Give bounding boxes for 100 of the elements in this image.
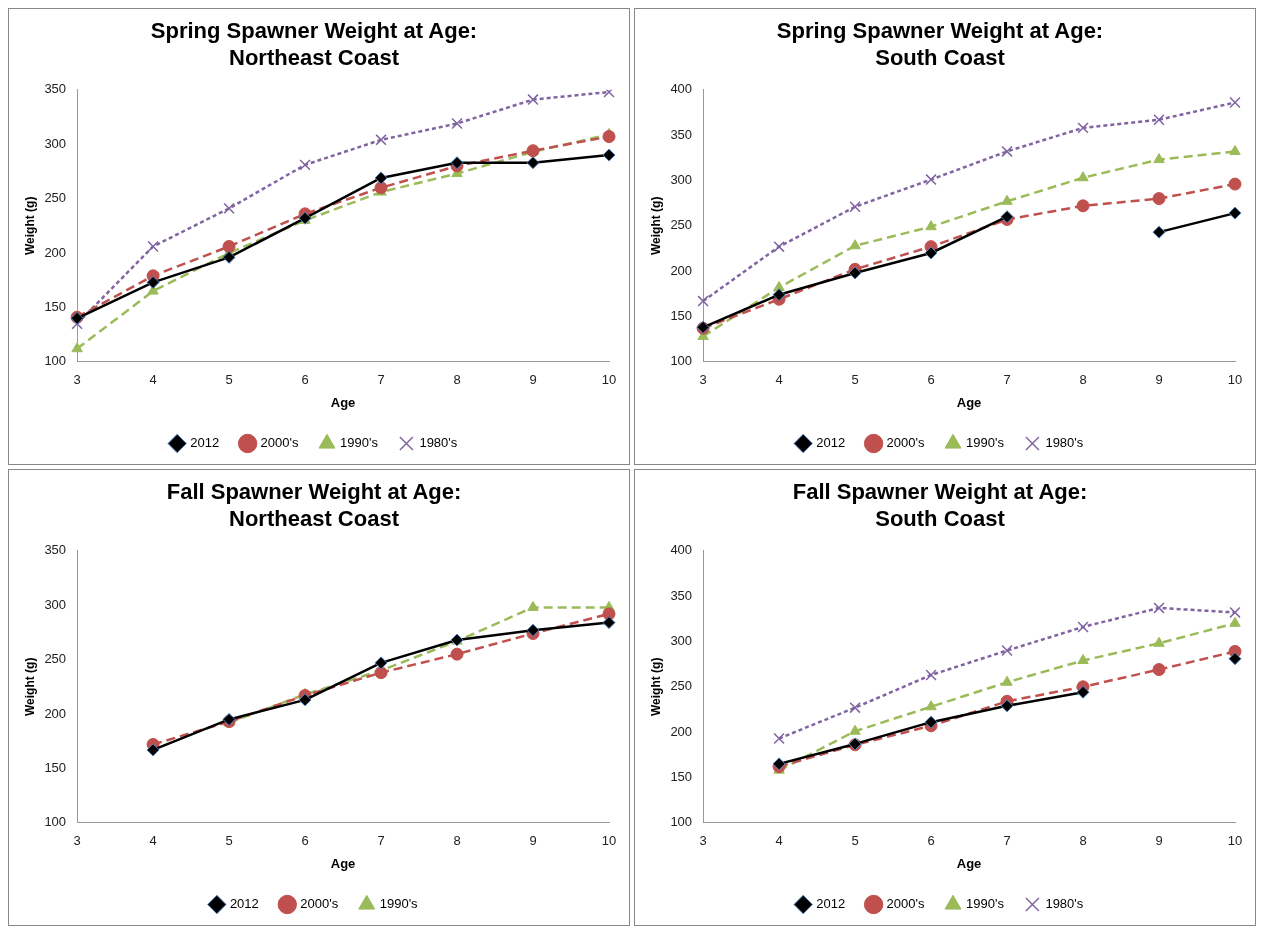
point [223,202,235,215]
point [374,171,388,185]
point [849,724,861,735]
y-tick-label: 250 [670,217,693,233]
point [1153,114,1165,126]
point [772,288,786,302]
x-tick-label: 3 [73,372,81,388]
x-tick-label: 10 [601,833,617,849]
y-axis-title: Weight (g) [22,196,37,256]
point [1228,652,1242,666]
point [1228,177,1242,191]
legend-label: 2000's [886,896,926,912]
point [1152,192,1166,206]
point [1229,144,1241,155]
point [925,220,937,231]
point [222,239,236,253]
legend-label: 2000's [886,435,926,451]
point [146,275,160,289]
point [1077,654,1089,665]
legend-label: 1980's [1045,435,1084,451]
x-tick-label: 9 [529,372,537,388]
point [526,156,540,170]
point [1228,206,1242,220]
x-tick-label: 4 [775,372,783,388]
chart-title: Spring Spawner Weight at Age: South Coast [776,18,1104,70]
chart-title: Fall Spawner Weight at Age: Northeast Coast [166,479,462,531]
y-tick-label: 300 [670,633,693,649]
point [1152,663,1166,677]
point [925,700,937,711]
x-tick-label: 5 [225,833,233,849]
y-tick-label: 350 [44,81,67,97]
point [697,295,709,307]
x-tick-label: 5 [851,372,859,388]
y-tick-label: 100 [670,353,693,369]
point [527,600,539,611]
point [848,266,862,280]
x-tick-label: 3 [699,833,707,849]
y-tick-label: 200 [670,723,693,739]
y-tick-label: 250 [670,678,693,694]
x-tick-label: 4 [149,372,157,388]
y-tick-label: 300 [670,172,693,188]
y-tick-label: 400 [670,542,693,558]
point [924,246,938,260]
point [1153,636,1165,647]
x-axis-title: Age [956,394,982,410]
point [773,732,785,745]
y-tick-label: 250 [44,651,67,667]
y-tick-label: 350 [44,542,67,558]
point [147,240,159,253]
legend-label: 1990's [340,435,379,451]
legend-label: 2000's [300,896,339,912]
point [1001,644,1013,657]
point [1077,171,1089,182]
x-axis-title: Age [956,855,982,871]
legend-label: 2012 [816,435,846,451]
y-tick-label: 100 [44,353,67,369]
x-tick-label: 6 [301,833,309,849]
point [849,239,861,250]
y-tick-label: 250 [44,190,67,206]
point [1001,675,1013,686]
x-tick-label: 9 [1155,833,1163,849]
point [527,93,539,106]
y-tick-label: 350 [670,126,693,142]
point [1153,602,1165,614]
legend-label: 1990's [379,896,419,912]
legend-label: 2012 [816,896,846,912]
x-tick-label: 8 [1079,372,1087,388]
point [849,701,861,714]
point [925,669,937,681]
y-axis-title: Weight (g) [22,657,37,717]
x-tick-label: 4 [149,833,157,849]
chart-title: Spring Spawner Weight at Age: Northeast Coast [150,18,478,70]
x-axis-title: Age [330,394,356,410]
point [451,117,463,130]
y-axis-title: Weight (g) [648,657,663,717]
point [603,89,615,98]
y-tick-label: 300 [44,596,67,612]
y-tick-label: 200 [44,705,67,721]
point [1229,616,1241,627]
x-tick-label: 7 [1003,372,1011,388]
legend-label: 2012 [229,896,259,912]
point [602,616,616,630]
point [1001,194,1013,205]
point [374,666,388,680]
x-tick-label: 3 [73,833,81,849]
point [1077,621,1089,633]
point [924,715,938,729]
x-tick-label: 4 [775,833,783,849]
point [602,148,616,162]
y-tick-label: 400 [670,81,693,97]
point [299,159,311,171]
legend-label: 2012 [190,435,220,451]
legend-label: 2000's [260,435,300,451]
x-tick-label: 9 [1155,372,1163,388]
x-tick-label: 8 [1079,833,1087,849]
legend-label: 1990's [966,896,1005,912]
y-tick-label: 150 [670,308,693,324]
legend-label: 1990's [966,435,1005,451]
x-tick-label: 9 [529,833,537,849]
point [146,743,160,757]
